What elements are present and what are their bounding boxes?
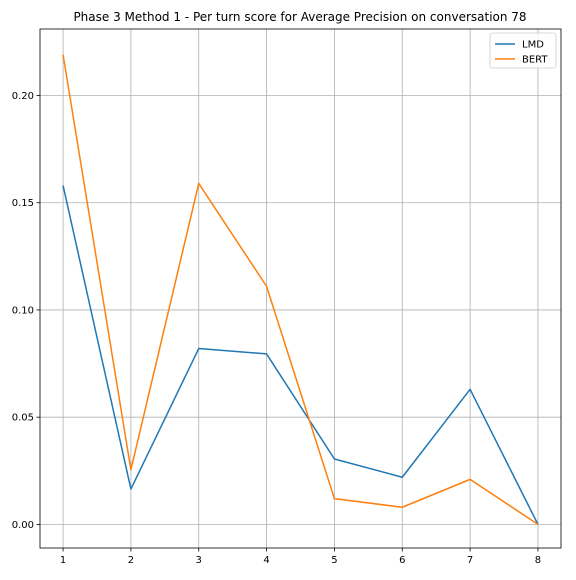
legend: LMD BERT [489, 32, 557, 69]
y-tick-label: 0.05 [12, 413, 34, 424]
y-tick-label: 0.15 [12, 198, 34, 209]
x-tick-label: 5 [331, 555, 337, 566]
x-tick-label: 3 [196, 555, 202, 566]
x-tick-label: 4 [263, 555, 269, 566]
x-tick-label: 2 [128, 555, 134, 566]
x-tick-label: 7 [467, 555, 473, 566]
grid [40, 29, 561, 548]
x-tick-label: 6 [399, 555, 405, 566]
plot-frame [39, 28, 562, 549]
series-line-bert [62, 54, 539, 526]
series-line-lmd [62, 185, 539, 525]
legend-label: LMD [522, 40, 544, 51]
y-tick-label: 0.00 [12, 520, 34, 531]
x-tick-label: 1 [60, 555, 66, 566]
legend-label: BERT [522, 55, 548, 66]
chart-title: Phase 3 Method 1 - Per turn score for Av… [73, 10, 526, 24]
y-tick-label: 0.20 [12, 91, 34, 102]
series-lines [62, 54, 539, 526]
x-tick-label: 8 [535, 555, 541, 566]
y-tick-label: 0.10 [12, 305, 34, 316]
axis-ticks: 1 2 3 4 5 6 7 8 0.00 0.05 0.10 0.15 0.20 [12, 91, 541, 566]
